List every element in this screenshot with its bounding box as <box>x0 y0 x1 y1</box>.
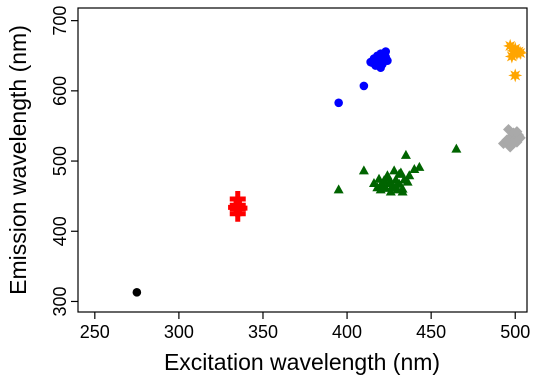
data-point <box>402 176 413 186</box>
y-tick-label: 400 <box>50 216 70 246</box>
data-point <box>414 161 425 171</box>
x-tick-label: 350 <box>248 322 278 342</box>
data-point <box>397 186 408 196</box>
data-point <box>394 168 405 178</box>
data-point <box>333 184 344 194</box>
data-point <box>358 165 369 175</box>
data-point <box>381 52 391 62</box>
data-point <box>231 200 248 217</box>
y-tick-label: 500 <box>50 146 70 176</box>
x-tick-label: 300 <box>164 322 194 342</box>
data-point <box>390 182 401 192</box>
data-points <box>132 38 528 297</box>
x-tick-label: 400 <box>332 322 362 342</box>
data-point <box>359 81 369 91</box>
x-tick-label: 250 <box>80 322 110 342</box>
data-point <box>132 288 142 297</box>
data-point <box>404 170 415 180</box>
data-point <box>451 143 462 153</box>
data-point <box>513 45 528 60</box>
data-point <box>508 138 520 150</box>
y-tick-label: 600 <box>50 76 70 106</box>
data-point <box>511 126 523 138</box>
data-point <box>389 165 400 175</box>
data-point <box>229 190 246 207</box>
plot-frame <box>77 7 528 313</box>
data-point <box>508 68 523 83</box>
data-point <box>385 176 396 186</box>
data-point <box>334 98 343 108</box>
x-axis-ticks: 250 300 350 400 450 500 <box>80 312 530 342</box>
data-point <box>367 58 377 68</box>
data-point <box>503 123 515 135</box>
y-tick-label: 700 <box>50 6 70 36</box>
y-axis-title: Emission wavelength (nm) <box>5 25 31 295</box>
data-point <box>375 180 386 190</box>
x-axis-title: Excitation wavelength (nm) <box>164 349 440 375</box>
data-point <box>400 149 411 159</box>
x-tick-label: 450 <box>416 322 446 342</box>
y-tick-label: 300 <box>50 286 70 316</box>
x-tick-label: 500 <box>500 322 530 342</box>
y-axis-ticks: 300 400 500 600 700 <box>50 6 78 316</box>
data-point <box>374 55 384 65</box>
data-point <box>501 134 513 146</box>
